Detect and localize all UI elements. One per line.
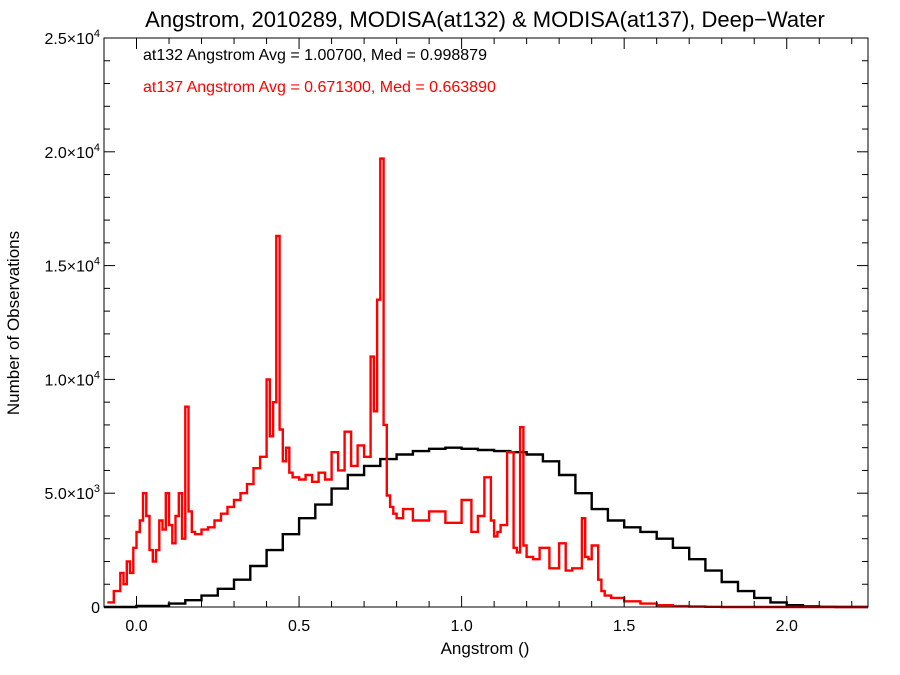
y-axis-label: Number of Observations (4, 231, 23, 415)
plot-area (104, 157, 868, 609)
plot-frame (103, 37, 869, 608)
series-line-1 (107, 157, 868, 609)
y-tick-label: 1.0×104 (44, 369, 100, 389)
x-tick-label: 2.0 (776, 618, 798, 635)
chart-title: Angstrom, 2010289, MODISA(at132) & MODIS… (145, 7, 825, 32)
x-tick-label: 0.5 (288, 618, 310, 635)
x-axis-label: Angstrom () (441, 639, 530, 658)
y-tick-label: 0 (91, 600, 100, 617)
series-line-0 (104, 446, 868, 609)
x-tick-label: 1.5 (613, 618, 635, 635)
axes: 0.0 0.5 1.0 1.5 2.0 0 5.0×103 1.0×104 1.5×104 2.0… (44, 28, 869, 635)
y-tick-label: 1.5×104 (44, 256, 100, 276)
annotation-at132: at132 Angstrom Avg = 1.00700, Med = 0.99… (143, 47, 487, 64)
y-tick-label: 5.0×103 (44, 483, 100, 503)
y-tick-label: 2.0×104 (44, 142, 100, 162)
x-tick-label: 1.0 (450, 618, 472, 635)
y-tick-label: 2.5×104 (44, 28, 100, 48)
annotation-at137: at137 Angstrom Avg = 0.671300, Med = 0.6… (143, 79, 496, 96)
x-tick-label: 0.0 (125, 618, 147, 635)
